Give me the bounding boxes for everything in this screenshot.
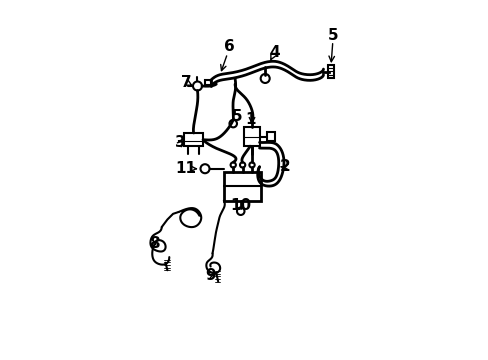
Text: 6: 6 [224, 39, 234, 54]
Text: 11: 11 [175, 161, 196, 176]
Text: 8: 8 [149, 237, 159, 251]
Text: 2: 2 [279, 159, 289, 174]
Text: 1: 1 [244, 112, 255, 127]
Text: 10: 10 [230, 198, 251, 213]
Text: 4: 4 [269, 45, 279, 60]
Text: 3: 3 [175, 135, 185, 150]
Text: 7: 7 [181, 75, 191, 90]
Text: 9: 9 [205, 269, 216, 283]
Text: 5: 5 [231, 109, 242, 123]
Text: 5: 5 [327, 28, 338, 43]
